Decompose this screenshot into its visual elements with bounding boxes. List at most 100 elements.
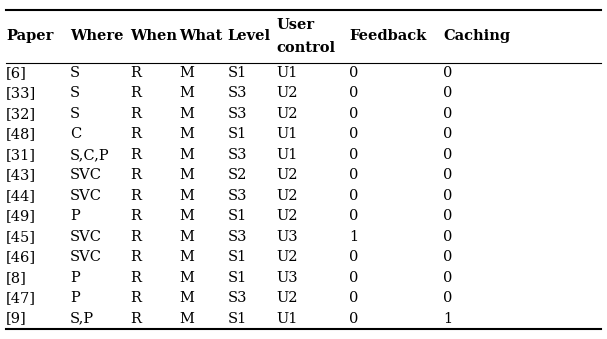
Text: S1: S1 xyxy=(228,66,247,80)
Text: R: R xyxy=(131,66,141,80)
Text: [9]: [9] xyxy=(6,312,27,325)
Text: U2: U2 xyxy=(276,250,297,264)
Text: S2: S2 xyxy=(228,168,247,182)
Text: Level: Level xyxy=(228,29,271,43)
Text: R: R xyxy=(131,107,141,121)
Text: User: User xyxy=(276,18,314,32)
Text: R: R xyxy=(131,189,141,203)
Text: 1: 1 xyxy=(443,312,452,325)
Text: M: M xyxy=(179,271,194,285)
Text: U1: U1 xyxy=(276,127,297,141)
Text: S,P: S,P xyxy=(70,312,94,325)
Text: SVC: SVC xyxy=(70,189,102,203)
Text: M: M xyxy=(179,189,194,203)
Text: What: What xyxy=(179,29,222,43)
Text: Where: Where xyxy=(70,29,123,43)
Text: R: R xyxy=(131,230,141,244)
Text: [49]: [49] xyxy=(6,209,36,223)
Text: [48]: [48] xyxy=(6,127,36,141)
Text: C: C xyxy=(70,127,81,141)
Text: 0: 0 xyxy=(443,168,452,182)
Text: P: P xyxy=(70,291,80,305)
Text: R: R xyxy=(131,148,141,162)
Text: P: P xyxy=(70,209,80,223)
Text: 0: 0 xyxy=(443,250,452,264)
Text: U1: U1 xyxy=(276,66,297,80)
Text: S3: S3 xyxy=(228,230,247,244)
Text: S3: S3 xyxy=(228,86,247,100)
Text: 0: 0 xyxy=(443,86,452,100)
Text: 0: 0 xyxy=(349,291,358,305)
Text: S3: S3 xyxy=(228,189,247,203)
Text: M: M xyxy=(179,230,194,244)
Text: [47]: [47] xyxy=(6,291,36,305)
Text: [8]: [8] xyxy=(6,271,27,285)
Text: R: R xyxy=(131,312,141,325)
Text: U2: U2 xyxy=(276,86,297,100)
Text: Feedback: Feedback xyxy=(349,29,426,43)
Text: 0: 0 xyxy=(443,230,452,244)
Text: 0: 0 xyxy=(349,66,358,80)
Text: R: R xyxy=(131,127,141,141)
Text: 0: 0 xyxy=(349,107,358,121)
Text: P: P xyxy=(70,271,80,285)
Text: Caching: Caching xyxy=(443,29,510,43)
Text: S1: S1 xyxy=(228,271,247,285)
Text: [6]: [6] xyxy=(6,66,27,80)
Text: S1: S1 xyxy=(228,312,247,325)
Text: 0: 0 xyxy=(443,189,452,203)
Text: M: M xyxy=(179,86,194,100)
Text: U3: U3 xyxy=(276,271,298,285)
Text: M: M xyxy=(179,291,194,305)
Text: [43]: [43] xyxy=(6,168,36,182)
Text: 0: 0 xyxy=(349,250,358,264)
Text: 1: 1 xyxy=(349,230,358,244)
Text: 0: 0 xyxy=(349,209,358,223)
Text: M: M xyxy=(179,66,194,80)
Text: 0: 0 xyxy=(349,148,358,162)
Text: S1: S1 xyxy=(228,127,247,141)
Text: R: R xyxy=(131,209,141,223)
Text: M: M xyxy=(179,312,194,325)
Text: 0: 0 xyxy=(443,291,452,305)
Text: 0: 0 xyxy=(443,209,452,223)
Text: M: M xyxy=(179,168,194,182)
Text: S3: S3 xyxy=(228,291,247,305)
Text: [32]: [32] xyxy=(6,107,36,121)
Text: U2: U2 xyxy=(276,107,297,121)
Text: S1: S1 xyxy=(228,209,247,223)
Text: R: R xyxy=(131,86,141,100)
Text: S: S xyxy=(70,66,80,80)
Text: U2: U2 xyxy=(276,189,297,203)
Text: 0: 0 xyxy=(349,168,358,182)
Text: 0: 0 xyxy=(349,312,358,325)
Text: Paper: Paper xyxy=(6,29,53,43)
Text: S3: S3 xyxy=(228,107,247,121)
Text: M: M xyxy=(179,250,194,264)
Text: R: R xyxy=(131,271,141,285)
Text: R: R xyxy=(131,250,141,264)
Text: S: S xyxy=(70,107,80,121)
Text: 0: 0 xyxy=(443,107,452,121)
Text: U1: U1 xyxy=(276,312,297,325)
Text: M: M xyxy=(179,127,194,141)
Text: M: M xyxy=(179,148,194,162)
Text: SVC: SVC xyxy=(70,250,102,264)
Text: R: R xyxy=(131,291,141,305)
Text: S1: S1 xyxy=(228,250,247,264)
Text: U2: U2 xyxy=(276,168,297,182)
Text: U2: U2 xyxy=(276,291,297,305)
Text: M: M xyxy=(179,107,194,121)
Text: [33]: [33] xyxy=(6,86,36,100)
Text: M: M xyxy=(179,209,194,223)
Text: [46]: [46] xyxy=(6,250,36,264)
Text: S: S xyxy=(70,86,80,100)
Text: U2: U2 xyxy=(276,209,297,223)
Text: 0: 0 xyxy=(349,189,358,203)
Text: 0: 0 xyxy=(443,271,452,285)
Text: S,C,P: S,C,P xyxy=(70,148,109,162)
Text: When: When xyxy=(131,29,177,43)
Text: SVC: SVC xyxy=(70,230,102,244)
Text: [45]: [45] xyxy=(6,230,36,244)
Text: 0: 0 xyxy=(349,86,358,100)
